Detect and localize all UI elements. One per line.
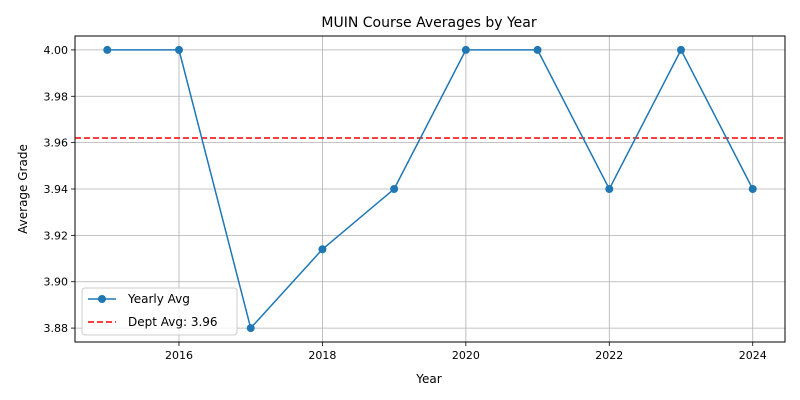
y-tick-label: 3.98 — [44, 90, 69, 103]
data-point — [246, 324, 255, 333]
data-point — [318, 245, 327, 254]
legend-reference-label: Dept Avg: 3.96 — [128, 315, 218, 329]
x-axis-label: Year — [415, 372, 441, 386]
data-point — [605, 185, 614, 193]
x-tick-label: 2022 — [595, 349, 623, 362]
y-tick-label: 3.88 — [44, 322, 69, 335]
data-point — [103, 45, 112, 54]
data-point — [174, 45, 183, 54]
x-tick-label: 2024 — [739, 349, 767, 362]
x-tick-label: 2020 — [452, 349, 480, 362]
data-point — [533, 45, 542, 54]
y-axis-ticks: 3.88 3.90 3.92 3.94 3.96 3.98 4.00 — [44, 44, 75, 335]
series-layer — [103, 45, 757, 333]
legend: Yearly Avg Dept Avg: 3.96 — [81, 287, 238, 336]
legend-series-label: Yearly Avg — [127, 292, 190, 306]
chart-title: MUIN Course Averages by Year — [321, 15, 536, 31]
y-tick-label: 3.92 — [44, 229, 69, 242]
y-tick-label: 4.00 — [44, 44, 69, 57]
data-point — [748, 185, 757, 193]
data-point — [390, 185, 399, 193]
data-point — [461, 45, 470, 54]
y-tick-label: 3.90 — [44, 276, 69, 289]
y-tick-label: 3.96 — [44, 137, 69, 150]
legend-series-marker — [98, 295, 106, 303]
series-line — [107, 48, 754, 330]
y-tick-label: 3.94 — [44, 183, 69, 196]
legend-box — [81, 287, 238, 336]
x-tick-label: 2018 — [308, 349, 336, 362]
y-axis-label: Average Grade — [16, 144, 30, 234]
data-point — [677, 45, 686, 54]
x-tick-label: 2016 — [165, 349, 193, 362]
x-axis-ticks: 2016 2018 2020 2022 2024 — [165, 342, 767, 362]
